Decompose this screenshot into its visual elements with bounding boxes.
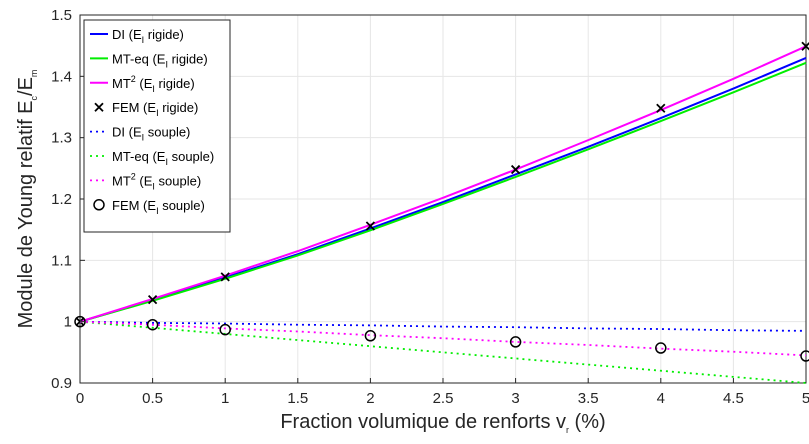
y-axis-title-mid: /E (15, 77, 37, 96)
y-tick-label-0: 0.9 (51, 375, 72, 392)
legend-swatch-3 (94, 102, 104, 112)
y-axis-title: Module de Young relatif Ec/Em (15, 70, 39, 329)
y-axis-title-subscript-c: c (29, 95, 39, 100)
legend-label-4: DI (EI souple) (112, 125, 190, 143)
legend-item-0: DI (EI rigide) (90, 27, 184, 45)
x-tick-label-9: 4.5 (723, 390, 744, 407)
series-2 (79, 45, 807, 323)
y-axis-title-main: Module de Young relatif E (15, 100, 37, 328)
legend-box (83, 19, 231, 233)
legend-label-5: MT-eq (EI souple) (112, 149, 214, 167)
x-tick-label-5: 2.5 (433, 390, 454, 407)
y-tick-label-2: 1.1 (51, 252, 72, 269)
legend-item-1: MT-eq (EI rigide) (90, 51, 208, 69)
series-layer (74, 41, 809, 384)
series-line-2 (79, 45, 807, 323)
point-x-marker-1 (147, 294, 158, 305)
point-circle-marker-6 (800, 350, 809, 362)
x-tick-label-4: 2 (366, 390, 374, 407)
x-tick-label-6: 3 (511, 390, 519, 407)
x-tick-label-0: 0 (76, 390, 84, 407)
point-circle-marker-2 (219, 323, 231, 336)
legend-label-7: FEM (EI souple) (112, 198, 205, 216)
series-line-6 (79, 320, 807, 357)
y-tick-label-5: 1.4 (51, 68, 72, 85)
legend-item-5: MT-eq (EI souple) (90, 149, 214, 167)
legend-label-2: MT2 (EI rigide) (112, 74, 195, 94)
point-x-marker-3 (365, 221, 376, 231)
legend-swatch-7 (93, 199, 105, 211)
legend-label-3: FEM (EI rigide) (112, 100, 198, 118)
legend: DI (EI rigide) MT-eq (EI rigide) MT2 (EI r… (83, 19, 231, 233)
legend-item-2: MT2 (EI rigide) (90, 74, 195, 94)
x-axis-title: Fraction volumique de renforts vr (%) (280, 411, 605, 435)
legend-label-6: MT2 (EI souple) (112, 171, 201, 191)
x-axis-title-unit: (%) (569, 411, 606, 433)
legend-label-1: MT-eq (EI rigide) (112, 51, 208, 69)
point-circle-marker-5 (655, 342, 667, 354)
x-tick-label-10: 5 (802, 390, 809, 407)
x-axis-title-subscript: r (566, 425, 569, 435)
series-line-1 (79, 61, 807, 323)
point-x-marker-4 (510, 164, 521, 175)
point-circle-marker-3 (364, 330, 377, 342)
series-5 (79, 320, 807, 384)
series-line-5 (79, 320, 807, 384)
x-axis-title-main: Fraction volumique de renforts v (280, 411, 566, 433)
series-6 (79, 320, 807, 357)
x-tick-label-7: 3.5 (578, 390, 599, 407)
series-1 (79, 61, 807, 323)
y-tick-label-6: 1.5 (51, 7, 72, 24)
y-tick-label-3: 1.2 (51, 191, 72, 208)
tick-labels: 0 0.5 1 1.5 2 2.5 3 3.5 4 4.5 5 0.9 1 1.1 1.2 1.3 1.4 1.5 (51, 7, 809, 407)
legend-label-0: DI (EI rigide) (112, 27, 184, 45)
series-line-4 (79, 320, 807, 332)
x-tick-label-8: 4 (657, 390, 665, 407)
series-4 (79, 320, 807, 332)
point-x-marker-5 (656, 103, 666, 113)
x-tick-label-1: 0.5 (142, 390, 163, 407)
legend-item-7: FEM (EI souple) (93, 198, 205, 216)
y-tick-label-1: 1 (64, 314, 72, 331)
y-tick-label-4: 1.3 (51, 130, 72, 147)
x-tick-label-2: 1 (221, 390, 229, 407)
point-circle-marker-4 (509, 336, 522, 348)
legend-item-6: MT2 (EI souple) (90, 171, 201, 191)
legend-item-4: DI (EI souple) (90, 125, 190, 143)
legend-item-3: FEM (EI rigide) (94, 100, 198, 118)
x-tick-label-3: 1.5 (287, 390, 308, 407)
series-3 (75, 41, 809, 327)
point-x-marker-2 (220, 272, 230, 282)
y-axis-title-subscript-m: m (29, 70, 39, 78)
point-circle-marker-1 (146, 318, 159, 331)
